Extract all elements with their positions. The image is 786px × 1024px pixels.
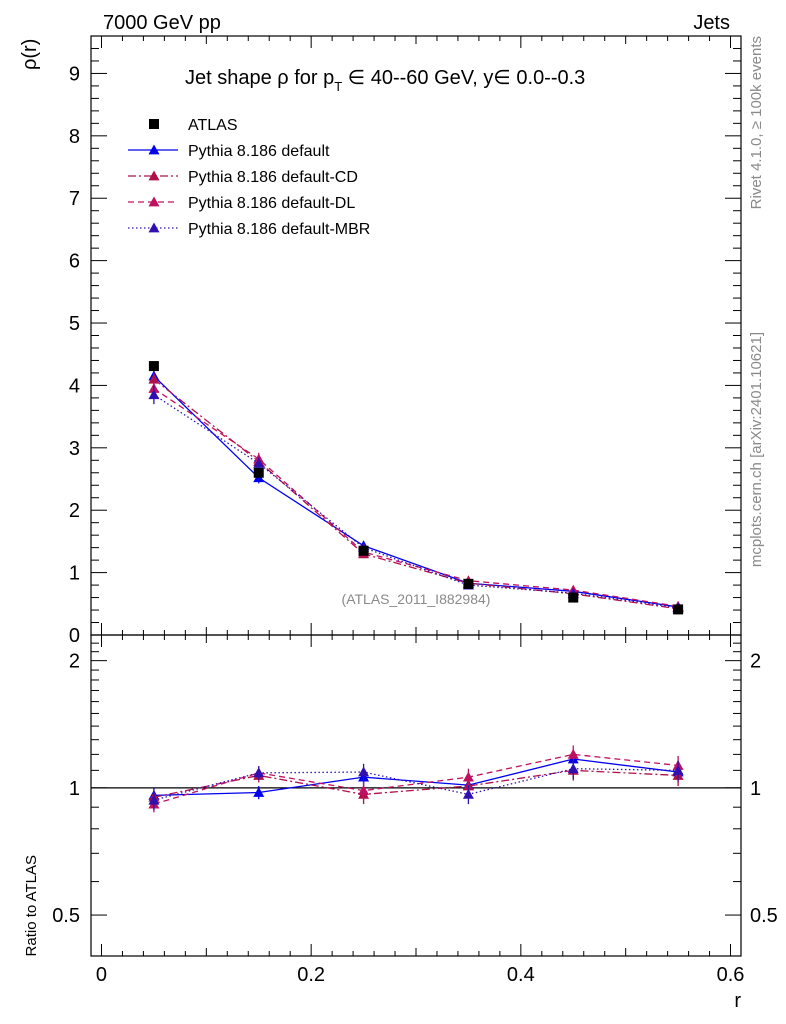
rivet-version-label: Rivet 4.1.0, ≥ 100k events bbox=[748, 36, 765, 209]
mcplots-credit-label: mcplots.cern.ch [arXiv:2401.10621] bbox=[748, 332, 765, 567]
ratio-point bbox=[567, 763, 579, 774]
legend-label-3: Pythia 8.186 default-MBR bbox=[188, 221, 370, 238]
y-axis-title-top: ρ(r) bbox=[19, 39, 41, 70]
series-line-2 bbox=[153, 387, 679, 607]
legend-marker-data bbox=[149, 119, 159, 129]
ratio-series bbox=[148, 745, 684, 813]
legend-label-data: ATLAS bbox=[188, 117, 238, 134]
series-point bbox=[253, 457, 265, 468]
data-point bbox=[253, 467, 264, 478]
series-line-1 bbox=[153, 378, 679, 610]
x-tick-label: 0.4 bbox=[507, 964, 535, 986]
y-tick-label-ratio: 2 bbox=[69, 651, 80, 673]
legend-marker-2 bbox=[148, 196, 160, 207]
y-tick-label-top: 7 bbox=[69, 188, 80, 210]
legend-label-2: Pythia 8.186 default-DL bbox=[188, 195, 355, 212]
ratio-point bbox=[358, 766, 370, 777]
y-tick-label-ratio: 1 bbox=[69, 778, 80, 800]
legend-label-0: Pythia 8.186 default bbox=[188, 143, 330, 160]
legend-label-1: Pythia 8.186 default-CD bbox=[188, 169, 358, 186]
ratio-axes: 0 0.2 0.4 0.6 0.5 0.5 1 1 2 2 bbox=[52, 634, 778, 986]
header-beam-label: 7000 GeV pp bbox=[103, 12, 221, 34]
y-tick-label-top: 8 bbox=[69, 126, 80, 148]
data-point bbox=[568, 592, 579, 603]
top-series bbox=[148, 361, 684, 615]
y-tick-label-ratio: 0.5 bbox=[52, 905, 80, 927]
y-tick-label-ratio-right: 2 bbox=[750, 651, 761, 673]
data-point bbox=[673, 604, 684, 615]
data-point bbox=[148, 361, 159, 372]
ratio-point bbox=[567, 748, 579, 759]
y-tick-label-top: 3 bbox=[69, 438, 80, 460]
y-tick-label-ratio-right: 1 bbox=[750, 778, 761, 800]
top-axes: 0 1 2 3 4 5 6 7 8 9 bbox=[69, 35, 741, 647]
ratio-panel-frame bbox=[90, 634, 742, 957]
y-tick-label-top: 0 bbox=[69, 625, 80, 647]
x-tick-label: 0.2 bbox=[297, 964, 325, 986]
ratio-point bbox=[253, 786, 265, 797]
legend-marker-1 bbox=[148, 170, 160, 181]
series-point bbox=[148, 373, 160, 384]
chart-title: Jet shape ρ for pT ∈ 40--60 GeV, y∈ 0.0-… bbox=[185, 67, 585, 94]
series-point bbox=[148, 389, 160, 400]
data-point bbox=[463, 578, 474, 589]
ratio-point bbox=[358, 785, 370, 796]
header-category-label: Jets bbox=[693, 12, 730, 34]
x-axis-title: r bbox=[734, 990, 741, 1012]
series-line-3 bbox=[153, 394, 679, 609]
analysis-tag: (ATLAS_2011_I882984) bbox=[342, 591, 491, 607]
data-point bbox=[358, 545, 369, 556]
x-tick-label: 0.6 bbox=[717, 964, 745, 986]
legend-marker-0 bbox=[148, 144, 160, 155]
y-tick-label-ratio-right: 0.5 bbox=[750, 905, 778, 927]
y-tick-label-top: 5 bbox=[69, 313, 80, 335]
legend-marker-3 bbox=[148, 222, 160, 233]
ratio-line-0 bbox=[153, 758, 679, 796]
y-tick-label-top: 9 bbox=[69, 63, 80, 85]
ratio-line-2 bbox=[153, 753, 679, 805]
y-tick-label-top: 4 bbox=[69, 375, 80, 397]
ratio-point bbox=[148, 794, 160, 805]
series-line-0 bbox=[153, 375, 679, 608]
y-tick-label-top: 2 bbox=[69, 500, 80, 522]
ratio-point bbox=[462, 788, 474, 799]
ratio-point bbox=[253, 767, 265, 778]
x-tick-label: 0 bbox=[96, 964, 107, 986]
ratio-line-3 bbox=[153, 768, 679, 801]
legend: ATLAS Pythia 8.186 default Pythia 8.186 de… bbox=[128, 117, 370, 238]
y-axis-title-ratio: Ratio to ATLAS bbox=[23, 855, 40, 956]
y-tick-label-top: 1 bbox=[69, 563, 80, 585]
ratio-point bbox=[672, 764, 684, 775]
y-tick-label-top: 6 bbox=[69, 251, 80, 273]
ratio-point bbox=[462, 771, 474, 782]
